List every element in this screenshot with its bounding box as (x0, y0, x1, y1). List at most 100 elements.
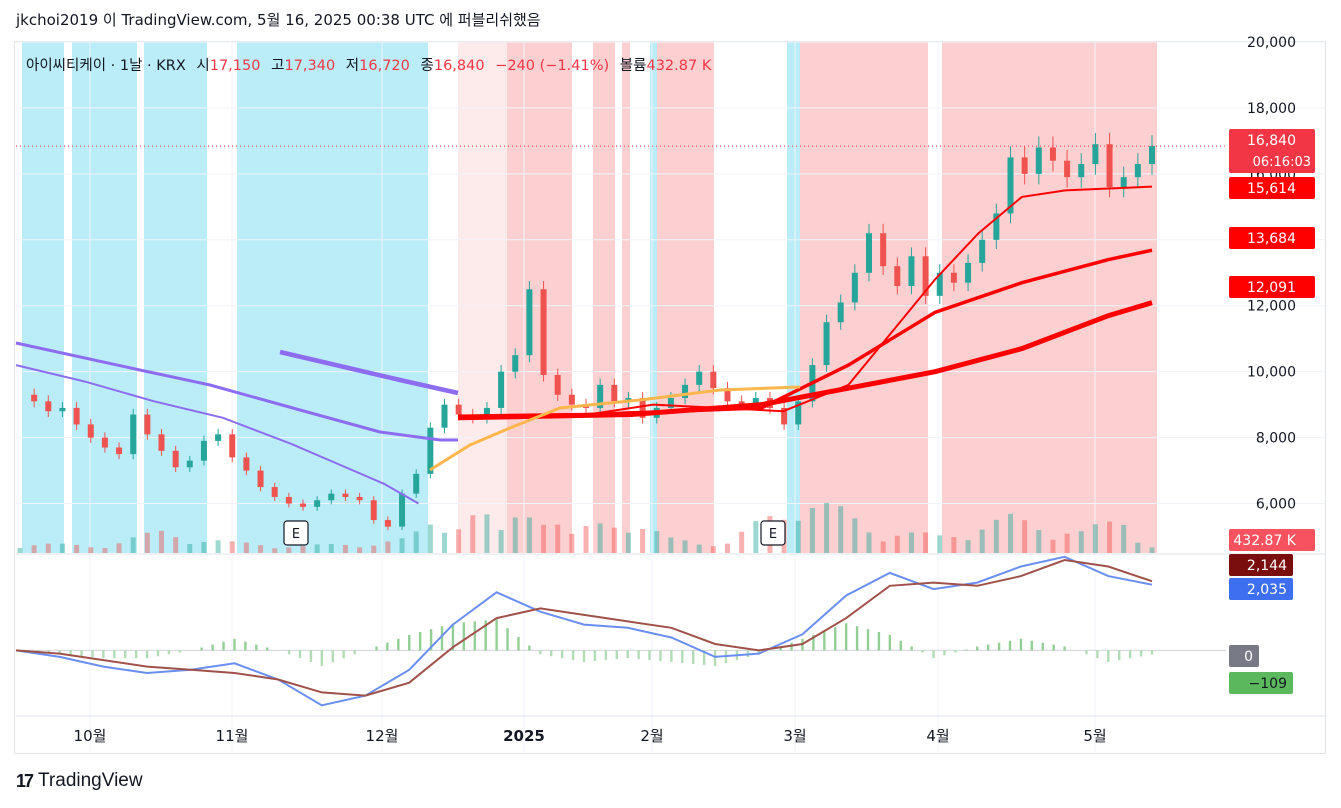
volume-bar (385, 541, 391, 553)
macd-hist-bar (113, 650, 116, 659)
ma-purple-short-line (15, 364, 419, 505)
candle-body (399, 493, 406, 527)
macd-hist-bar (604, 650, 608, 661)
macd-hist-bar (626, 650, 629, 659)
macd-hist-bar (124, 650, 127, 659)
macd-hist-bar (899, 640, 902, 651)
volume-bar (1107, 521, 1113, 553)
volume-bar (102, 548, 108, 553)
volume-bar (88, 547, 94, 553)
earnings-marker-box (283, 520, 309, 546)
macd-hist-bar (932, 650, 935, 659)
price-axis: 20,00018,00016,00014,00012,00010,0008,00… (1247, 35, 1296, 513)
legend-open: 17,150 (209, 58, 261, 74)
price-label-box (1229, 227, 1315, 249)
macd-hist-bar (69, 650, 72, 656)
candle-body (101, 437, 108, 448)
candle-body (922, 256, 929, 296)
macd-hist-bar (397, 638, 400, 651)
macd-hist-bar (834, 627, 837, 651)
macd-line (15, 555, 1153, 707)
legend-open-label: 시 (196, 58, 210, 74)
volume-bar (427, 524, 433, 553)
candle-body (866, 233, 872, 273)
volume-bar (866, 532, 872, 553)
price-label-box (1229, 276, 1315, 298)
macd-hist-bar (582, 650, 586, 663)
candle-body (243, 457, 250, 471)
price-axis-tick: 18,000 (1247, 101, 1296, 117)
regime-band (458, 42, 507, 553)
macd-hist-bar (1118, 650, 1121, 661)
candle-body (427, 427, 434, 474)
earnings-marker-label: E (769, 527, 777, 542)
volume-bar (456, 529, 462, 553)
macd-hist-bar (954, 650, 957, 653)
ma-purple-line (15, 341, 458, 442)
macd-label-text: 2,035 (1247, 582, 1287, 598)
volume-bar (243, 542, 249, 553)
volume-bar (159, 530, 164, 553)
macd-hist-bar (255, 644, 258, 651)
macd-hist-bar (156, 650, 160, 657)
macd-hist-bar (528, 645, 531, 651)
candle-body (200, 440, 207, 461)
time-axis-label: 5월 (1083, 727, 1106, 745)
volume-bar (640, 528, 646, 553)
volume-bar (852, 518, 858, 553)
macd-hist-bar (91, 650, 94, 658)
macd-hist-bar (855, 626, 859, 651)
regime-band (507, 42, 572, 553)
macd-hist-bar (200, 647, 203, 651)
earnings-marker-box (760, 520, 786, 546)
regime-background-bands (22, 42, 1157, 553)
volume-bar (965, 540, 971, 553)
candle-body (781, 407, 788, 425)
candle-body (724, 388, 731, 402)
tradingview-footer[interactable]: 17 TradingView (16, 770, 143, 792)
macd-hist-bar (484, 620, 487, 651)
candle-body (413, 473, 420, 494)
candle-body (45, 401, 52, 412)
macd-hist-bar (451, 623, 455, 651)
volume-bar (357, 547, 363, 553)
volume-bar (371, 545, 377, 553)
candle-body (498, 371, 505, 408)
regime-band (657, 42, 714, 553)
volume-bar (583, 526, 589, 553)
candle-body (314, 500, 321, 507)
macd-hist-bar (702, 650, 706, 665)
candle-body (87, 424, 94, 438)
candle-body (172, 450, 179, 468)
volume-bar (555, 524, 561, 553)
candle-body (950, 272, 957, 283)
macd-hist-bar (986, 644, 990, 651)
candle-body (1049, 147, 1056, 161)
volume-bar (187, 544, 193, 553)
regime-band (22, 42, 64, 553)
volume-bar (1022, 520, 1028, 553)
candle-body (342, 493, 349, 497)
legend-volume: 432.87 K (646, 58, 712, 74)
candle-body (667, 398, 674, 408)
macd-hist-bar (211, 644, 214, 651)
volume-bar (31, 545, 37, 553)
candle-body (370, 500, 377, 521)
candle-body (823, 322, 830, 366)
macd-hist-bar (866, 629, 870, 651)
candle-body (795, 401, 802, 425)
candle-body (1149, 146, 1155, 164)
legend-high: 17,340 (284, 58, 336, 74)
symbol-legend: 아이씨티케이 · 1날 · KRX 시17,150 고17,340 저16,72… (26, 54, 711, 75)
macd-hist-bar (167, 650, 171, 655)
volume-bar (880, 541, 886, 553)
candle-body (130, 414, 137, 455)
price-axis-tick: 6,000 (1256, 497, 1296, 513)
macd-hist-bar (1008, 640, 1012, 651)
candle-body (512, 355, 519, 372)
volume-bar (144, 532, 150, 553)
volume-bar (809, 508, 815, 553)
candle-body (59, 407, 66, 412)
volume-bar (116, 543, 122, 553)
